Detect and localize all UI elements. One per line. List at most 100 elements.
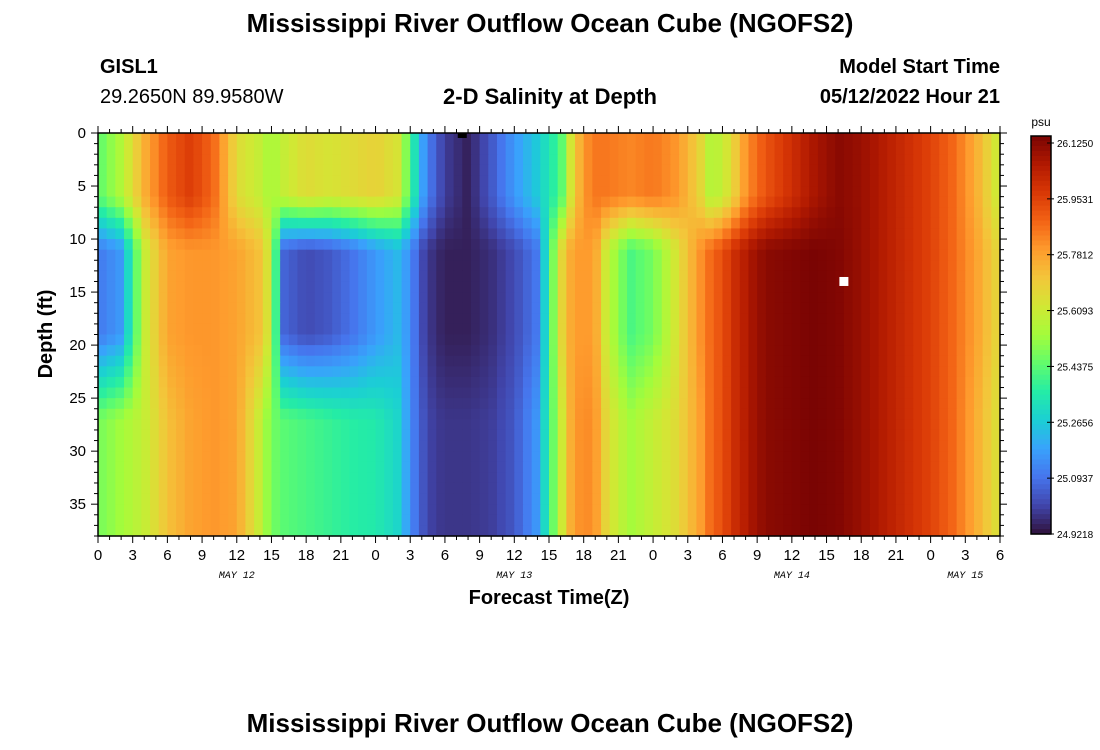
- heatmap-cell: [817, 472, 828, 484]
- heatmap-cell: [150, 323, 160, 336]
- heatmap-cell: [566, 228, 576, 240]
- heatmap-cell: [549, 334, 559, 346]
- heatmap-cell: [939, 313, 949, 325]
- heatmap-cell: [635, 525, 645, 537]
- heatmap-cell: [661, 419, 672, 431]
- heatmap-cell: [887, 514, 897, 526]
- heatmap-cell: [973, 429, 984, 442]
- colorbar-segment: [1031, 290, 1051, 296]
- heatmap-cell: [783, 334, 793, 346]
- heatmap-cell: [141, 281, 151, 293]
- heatmap-cell: [826, 281, 836, 293]
- heatmap-cell: [557, 419, 567, 431]
- heatmap-cell: [609, 408, 619, 420]
- heatmap-cell: [739, 196, 750, 208]
- heatmap-cell: [826, 451, 836, 463]
- heatmap-cell: [384, 440, 394, 452]
- heatmap-cell: [427, 493, 437, 505]
- heatmap-cell: [340, 228, 351, 240]
- heatmap-cell: [826, 525, 836, 537]
- heatmap-cell: [878, 408, 888, 420]
- heatmap-cell: [921, 482, 932, 495]
- heatmap-cell: [236, 334, 247, 346]
- heatmap-cell: [557, 504, 567, 516]
- heatmap-cell: [965, 164, 975, 177]
- heatmap-cell: [913, 472, 923, 484]
- heatmap-cell: [280, 249, 290, 261]
- heatmap-cell: [609, 260, 619, 272]
- heatmap-cell: [687, 323, 698, 336]
- heatmap-cell: [956, 387, 966, 399]
- heatmap-cell: [176, 133, 186, 145]
- heatmap-cell: [809, 207, 819, 219]
- heatmap-cell: [661, 239, 672, 251]
- heatmap-cell: [991, 387, 1001, 399]
- heatmap-cell: [115, 270, 125, 283]
- heatmap-cell: [913, 429, 923, 442]
- heatmap-cell: [904, 419, 914, 431]
- heatmap-cell: [904, 504, 914, 516]
- heatmap-cell: [618, 217, 628, 230]
- heatmap-cell: [141, 334, 151, 346]
- heatmap-cell: [531, 472, 541, 484]
- heatmap-cell: [670, 451, 680, 463]
- heatmap-cell: [956, 504, 966, 516]
- heatmap-cell: [601, 228, 611, 240]
- heatmap-cell: [722, 451, 732, 463]
- heatmap-cell: [765, 334, 776, 346]
- heatmap-cell: [887, 408, 897, 420]
- heatmap-cell: [228, 323, 238, 336]
- heatmap-cell: [314, 164, 325, 177]
- heatmap-cell: [349, 133, 359, 145]
- heatmap-cell: [661, 440, 672, 452]
- heatmap-cell: [601, 493, 611, 505]
- heatmap-cell: [869, 493, 880, 505]
- heatmap-cell: [644, 292, 654, 304]
- heatmap-cell: [791, 154, 802, 166]
- heatmap-cell: [444, 270, 455, 283]
- heatmap-cell: [158, 228, 168, 240]
- heatmap-cell: [401, 408, 411, 420]
- heatmap-cell: [618, 313, 628, 325]
- heatmap-cell: [540, 228, 550, 240]
- heatmap-cell: [809, 249, 819, 261]
- heatmap-cell: [982, 440, 992, 452]
- heatmap-cell: [280, 429, 290, 442]
- heatmap-cell: [401, 525, 411, 537]
- heatmap-cell: [627, 493, 637, 505]
- heatmap-cell: [913, 281, 923, 293]
- heatmap-cell: [895, 366, 906, 378]
- heatmap-cell: [904, 270, 914, 283]
- heatmap-cell: [254, 323, 264, 336]
- heatmap-cell: [783, 186, 793, 198]
- heatmap-cell: [973, 376, 984, 389]
- heatmap-cell: [679, 196, 689, 208]
- heatmap-cell: [705, 472, 715, 484]
- heatmap-cell: [921, 408, 932, 420]
- heatmap-cell: [913, 387, 923, 399]
- heatmap-cell: [592, 376, 602, 389]
- heatmap-cell: [141, 186, 151, 198]
- heatmap-cell: [627, 313, 637, 325]
- heatmap-cell: [583, 419, 593, 431]
- heatmap-cell: [982, 419, 992, 431]
- heatmap-cell: [115, 133, 125, 145]
- heatmap-cell: [141, 482, 151, 495]
- y-tick-label: 5: [78, 178, 86, 195]
- heatmap-cell: [635, 408, 645, 420]
- heatmap-cell: [297, 440, 307, 452]
- heatmap-cell: [540, 302, 550, 314]
- heatmap-cell: [106, 323, 116, 336]
- heatmap-cell: [349, 313, 359, 325]
- heatmap-cell: [340, 482, 351, 495]
- heatmap-cell: [549, 270, 559, 283]
- heatmap-cell: [791, 186, 802, 198]
- heatmap-cell: [722, 376, 732, 389]
- heatmap-cell: [956, 366, 966, 378]
- heatmap-cell: [514, 514, 524, 526]
- heatmap-cell: [184, 186, 194, 198]
- heatmap-cell: [427, 133, 437, 145]
- heatmap-cell: [332, 408, 342, 420]
- heatmap-cell: [280, 334, 290, 346]
- heatmap-cell: [722, 366, 732, 378]
